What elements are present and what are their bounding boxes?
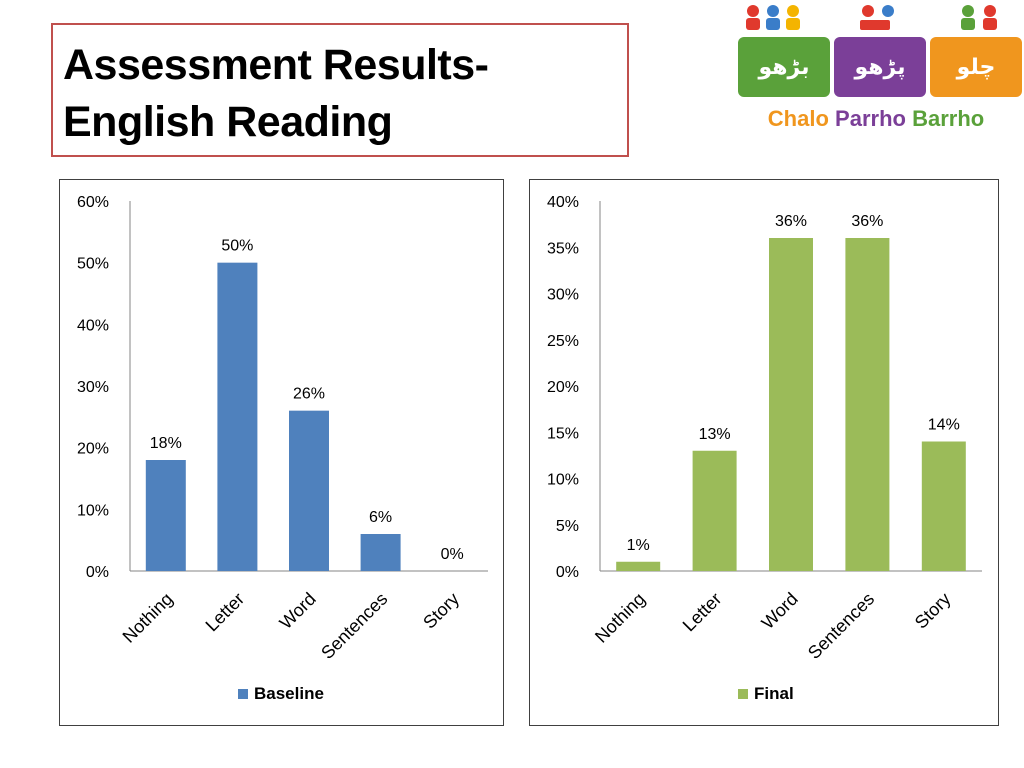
data-label: 26%	[293, 386, 325, 403]
y-tick-label: 15%	[547, 425, 579, 442]
y-tick-label: 30%	[547, 287, 579, 304]
legend-swatch	[738, 689, 748, 699]
data-label: 18%	[150, 435, 182, 452]
y-tick-label: 40%	[77, 317, 109, 334]
bar-sentences	[360, 534, 401, 571]
y-tick-label: 0%	[556, 564, 579, 581]
category-label: Sentences	[804, 589, 878, 663]
logo-caption-barrho: Barrho	[912, 106, 985, 131]
category-label: Letter	[679, 589, 726, 636]
bar-word	[769, 238, 813, 571]
y-tick-label: 10%	[77, 502, 109, 519]
final-chart-svg: 0% 5% 10% 15% 20% 25% 30% 35% 40% 1% Nothing 13% Let…	[547, 194, 982, 703]
y-tick-label: 20%	[77, 441, 109, 458]
data-label: 50%	[221, 238, 253, 255]
category-label: Story	[911, 589, 955, 633]
data-label: 36%	[851, 213, 883, 230]
slide-title-line-1: Assessment Results-	[63, 41, 489, 89]
category-label: Story	[419, 589, 463, 633]
logo-tile-chalo: چلو	[930, 37, 1022, 97]
baseline-chart-svg: 0% 10% 20% 30% 40% 50% 60% 18% Nothing 50% Letter 2…	[77, 194, 488, 703]
data-label: 14%	[928, 417, 960, 434]
y-tick-label: 60%	[77, 194, 109, 211]
legend-label: Baseline	[254, 684, 324, 703]
data-label: 6%	[369, 509, 392, 526]
category-label: Nothing	[119, 589, 177, 647]
legend-swatch	[238, 689, 248, 699]
y-tick-label: 30%	[77, 379, 109, 396]
data-label: 36%	[775, 213, 807, 230]
y-tick-label: 50%	[77, 256, 109, 273]
data-label: 13%	[699, 426, 731, 443]
y-tick-label: 40%	[547, 194, 579, 211]
category-label: Nothing	[591, 589, 649, 647]
chalo-parrho-barrho-logo: بڑھو پڑھو چلو Chalo Parrho Barrho	[728, 0, 1024, 140]
y-tick-label: 5%	[556, 518, 579, 535]
final-chart: 0% 5% 10% 15% 20% 25% 30% 35% 40% 1% Nothing 13% Let…	[529, 179, 999, 726]
bar-letter	[692, 450, 737, 571]
category-label: Word	[758, 589, 802, 633]
y-tick-label: 0%	[86, 564, 109, 581]
logo-caption: Chalo Parrho Barrho	[728, 106, 1024, 132]
category-label: Word	[276, 589, 320, 633]
data-label: 0%	[441, 546, 464, 563]
logo-caption-parrho: Parrho	[835, 106, 906, 131]
slide-title-line-2: English Reading	[63, 98, 393, 146]
bar-nothing	[145, 460, 186, 571]
legend-label: Final	[754, 684, 794, 703]
category-label: Letter	[202, 589, 249, 636]
logo-tile-barrho: بڑھو	[738, 37, 830, 97]
children-illustration	[746, 5, 997, 30]
baseline-chart: 0% 10% 20% 30% 40% 50% 60% 18% Nothing 50% Letter 2…	[59, 179, 504, 726]
y-tick-label: 35%	[547, 240, 579, 257]
y-tick-label: 20%	[547, 379, 579, 396]
y-tick-label: 25%	[547, 333, 579, 350]
bar-nothing	[616, 561, 661, 571]
slide-title-box: Assessment Results- English Reading	[51, 23, 629, 157]
bar-story	[921, 441, 966, 571]
bar-letter	[217, 262, 258, 571]
y-tick-label: 10%	[547, 472, 579, 489]
category-label: Sentences	[317, 589, 391, 663]
bar-word	[289, 410, 329, 571]
data-label: 1%	[627, 537, 650, 554]
logo-caption-chalo: Chalo	[767, 106, 829, 131]
bar-sentences	[845, 238, 890, 571]
logo-tile-parrho: پڑھو	[834, 37, 926, 97]
